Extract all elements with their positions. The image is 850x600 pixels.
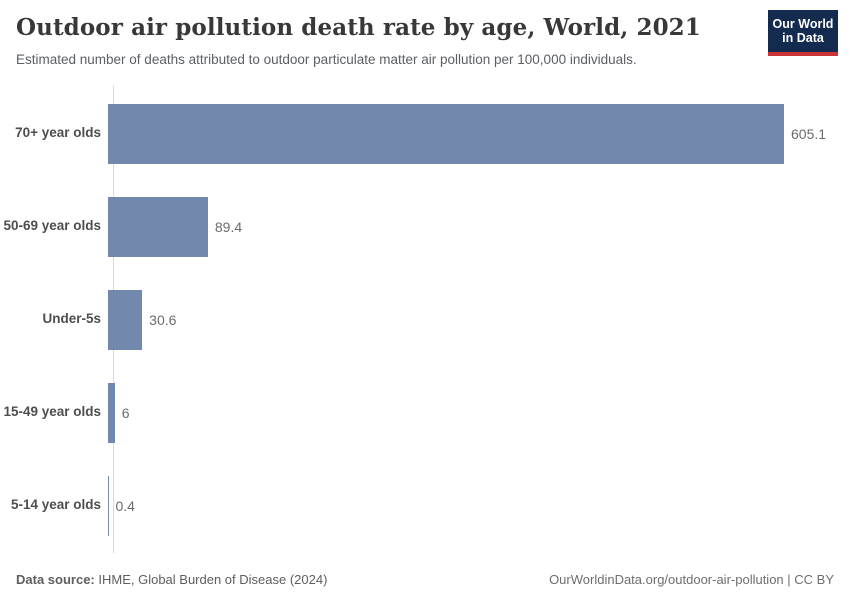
category-label: 5-14 year olds [10,497,101,513]
page-title: Outdoor air pollution death rate by age,… [16,14,701,41]
bar-track: 605.1 [108,87,838,180]
category-label: Under-5s [42,311,101,327]
chart-subtitle: Estimated number of deaths attributed to… [16,52,637,67]
value-label: 605.1 [791,125,827,142]
owid-logo: Our World in Data [768,10,838,56]
value-label: 6 [121,404,130,421]
bar-row: 15-49 year olds 6 [0,366,838,459]
bar [108,196,208,257]
bar-track: 0.4 [108,459,838,552]
bar [108,103,784,164]
bar-row: 70+ year olds 605.1 [0,87,838,180]
category-label: 70+ year olds [15,125,101,141]
logo-line1: Our World [772,17,834,31]
category-label: 15-49 year olds [3,404,101,420]
bar [108,382,115,443]
bar-chart: 70+ year olds 605.1 50-69 year olds 89.4 Und… [0,86,838,553]
logo-line2: in Data [782,31,824,46]
data-source-text: IHME, Global Burden of Disease (2024) [94,572,328,587]
category-label: 50-69 year olds [3,218,101,234]
chart-footer: Data source: IHME, Global Burden of Dise… [16,572,834,587]
bar-track: 30.6 [108,273,838,366]
bar-row: Under-5s 30.6 [0,273,838,366]
bar-row: 50-69 year olds 89.4 [0,180,838,273]
bar-track: 89.4 [108,180,838,273]
bar [108,289,143,350]
value-label: 30.6 [149,311,177,328]
data-source-label: Data source: [16,572,95,587]
value-label: 89.4 [214,218,243,235]
data-source-note: Data source: IHME, Global Burden of Dise… [16,572,327,587]
value-label: 0.4 [115,497,135,514]
credit-link: OurWorldinData.org/outdoor-air-pollution… [549,572,834,587]
bar-row: 5-14 year olds 0.4 [0,459,838,552]
bar-rows-container: 70+ year olds 605.1 50-69 year olds 89.4 Und… [0,87,838,552]
bar-track: 6 [108,366,838,459]
